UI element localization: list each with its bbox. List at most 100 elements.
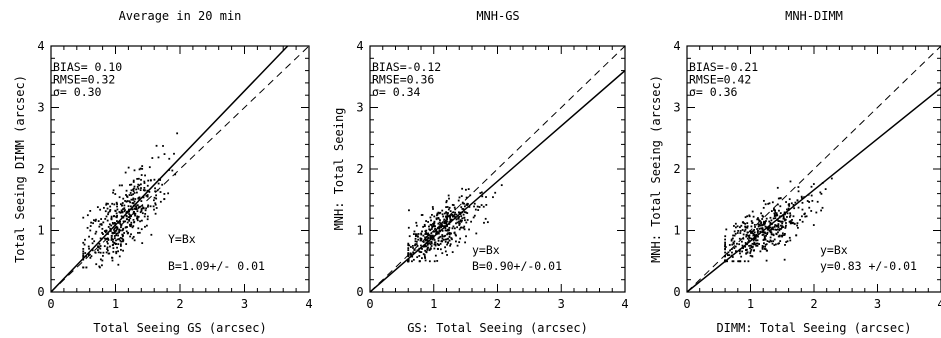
scatter-point xyxy=(120,211,123,214)
scatter-point xyxy=(423,225,426,228)
chart-panel-1: Average in 20 min 00 1 1 2 2 3 3 4 4 Total Seeing … xyxy=(13,9,313,335)
scatter-point xyxy=(777,242,780,245)
stat-label: σ= 0.34 xyxy=(372,85,421,99)
scatter-point xyxy=(762,245,765,248)
scatter-point xyxy=(778,235,781,238)
scatter-point xyxy=(761,214,764,217)
scatter-point xyxy=(773,208,775,210)
scatter-point xyxy=(747,260,750,263)
scatter-point xyxy=(741,250,744,253)
scatter-point xyxy=(790,221,793,224)
scatter-point xyxy=(100,218,103,220)
scatter-point xyxy=(732,234,734,237)
scatter-point xyxy=(146,184,149,187)
scatter-point xyxy=(407,242,410,245)
scatter-point xyxy=(466,212,469,214)
scatter-point xyxy=(119,203,122,206)
scatter-point xyxy=(768,241,771,243)
scatter-point xyxy=(735,250,737,253)
scatter-point xyxy=(762,233,765,236)
scatter-point xyxy=(745,234,748,236)
scatter-point xyxy=(121,211,124,214)
scatter-point xyxy=(434,225,436,228)
scatter-point xyxy=(447,228,450,231)
scatter-point xyxy=(726,254,729,257)
scatter-point xyxy=(450,237,453,240)
scatter-point xyxy=(768,226,771,229)
scatter-point xyxy=(126,200,129,202)
scatter-point xyxy=(433,224,435,226)
scatter-point xyxy=(446,225,448,228)
scatter-point xyxy=(140,200,143,203)
fit-label: B=1.09+/- 0.01 xyxy=(168,259,265,273)
x-tick-label: 4 xyxy=(305,297,312,311)
scatter-point xyxy=(106,219,109,222)
scatter-point xyxy=(724,243,726,246)
scatter-point xyxy=(778,242,781,245)
scatter-point xyxy=(82,254,85,257)
scatter-point xyxy=(763,223,766,226)
scatter-point xyxy=(426,239,429,242)
scatter-point xyxy=(764,248,767,251)
scatter-point xyxy=(121,204,124,207)
scatter-point xyxy=(141,212,144,215)
scatter-point xyxy=(109,208,112,211)
scatter-point xyxy=(116,228,119,230)
scatter-point xyxy=(91,249,94,252)
scatter-point xyxy=(752,234,755,237)
scatter-point xyxy=(771,201,774,204)
scatter-point xyxy=(477,209,480,211)
scatter-point xyxy=(132,202,135,204)
scatter-point xyxy=(117,263,120,266)
scatter-point xyxy=(134,207,137,210)
scatter-point xyxy=(157,182,160,185)
scatter-point xyxy=(749,254,752,257)
scatter-point xyxy=(452,211,455,214)
scatter-point xyxy=(107,213,109,216)
scatter-point xyxy=(110,218,113,221)
scatter-point xyxy=(430,241,433,244)
scatter-point xyxy=(738,260,741,263)
scatter-point xyxy=(784,232,786,235)
scatter-point xyxy=(117,250,119,253)
scatter-point xyxy=(500,184,503,187)
scatter-point xyxy=(426,243,429,246)
scatter-point xyxy=(746,215,749,218)
scatter-point xyxy=(775,212,778,215)
scatter-point xyxy=(724,255,726,257)
scatter-point xyxy=(107,252,110,255)
scatter-point xyxy=(146,218,149,221)
scatter-point xyxy=(726,252,728,255)
scatter-point xyxy=(779,240,782,242)
scatter-point xyxy=(430,245,433,247)
scatter-point xyxy=(759,230,762,233)
scatter-point xyxy=(458,220,460,223)
scatter-point xyxy=(91,237,94,240)
scatter-point xyxy=(89,210,92,212)
scatter-point xyxy=(132,197,135,200)
scatter-point xyxy=(112,222,114,225)
stat-label: BIAS=-0.21 xyxy=(689,60,758,74)
scatter-point xyxy=(425,220,428,222)
scatter-point xyxy=(731,251,733,254)
scatter-point xyxy=(106,246,109,249)
scatter-point xyxy=(150,233,153,236)
scatter-point xyxy=(89,225,92,227)
scatter-point xyxy=(801,215,803,218)
scatter-point xyxy=(153,199,155,202)
scatter-point xyxy=(810,194,813,197)
scatter-point xyxy=(757,235,759,238)
scatter-point xyxy=(455,222,457,225)
stat-label: σ= 0.30 xyxy=(53,85,102,99)
scatter-point xyxy=(801,220,804,223)
scatter-point xyxy=(115,225,118,228)
scatter-point xyxy=(819,191,822,194)
scatter-point xyxy=(743,260,746,263)
scatter-point xyxy=(110,224,113,227)
scatter-point xyxy=(463,225,466,228)
scatter-point xyxy=(144,174,146,177)
scatter-point xyxy=(773,238,776,241)
scatter-point xyxy=(87,245,90,248)
scatter-point xyxy=(724,245,726,248)
scatter-point xyxy=(111,238,113,241)
